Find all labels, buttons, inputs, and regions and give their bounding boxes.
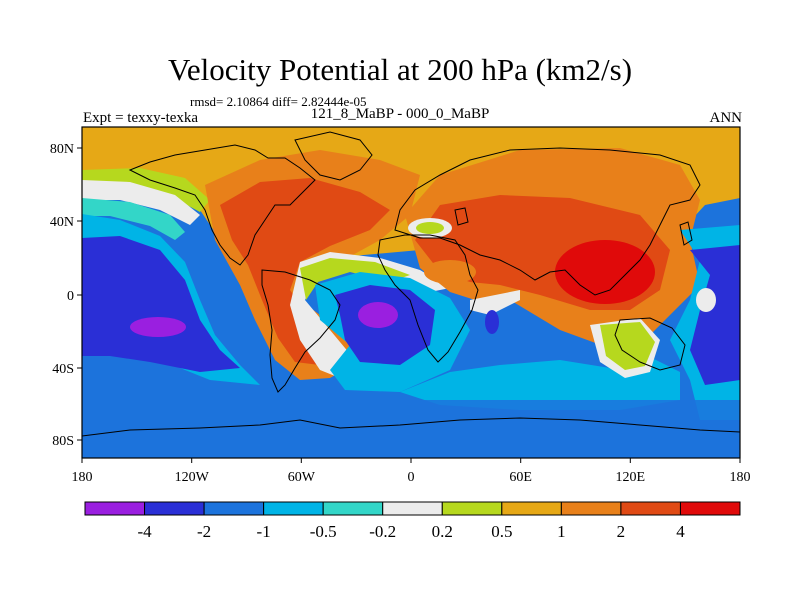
field-asia-max [555, 240, 655, 304]
colorbar-swatch [263, 501, 324, 516]
colorbar-level-label: 4 [676, 522, 685, 541]
colorbar-labels: -4 -2 -1 -0.5 -0.2 0.2 0.5 1 2 4 [137, 522, 685, 541]
colorbar-swatch [501, 501, 562, 516]
field-med-yellow [416, 222, 444, 234]
y-tick-80n: 80N [50, 142, 74, 157]
colorbar-level-label: -4 [137, 522, 152, 541]
coast-africa [377, 234, 479, 363]
case-label: 121_8_MaBP - 000_0_MaBP [310, 106, 490, 122]
x-tick-60e: 60E [509, 470, 532, 485]
field-indian-white [470, 290, 520, 315]
colorbar-swatch [203, 501, 265, 516]
field-americas-red [220, 178, 390, 365]
colorbar-level-label: -2 [197, 522, 211, 541]
field-wpacific-white [696, 288, 716, 312]
experiment-label: Expt = texxy-texka [83, 110, 199, 126]
colorbar-level-label: -0.2 [369, 522, 396, 541]
x-ticks [81, 458, 741, 463]
field-atlantic-min [358, 302, 398, 328]
colorbar-swatch [322, 501, 384, 516]
coast-australia [614, 317, 686, 371]
field-southern-ocean [82, 400, 740, 458]
contour-field [82, 127, 740, 458]
season-label: ANN [709, 110, 743, 126]
field-pacific-blue [82, 236, 240, 372]
x-tick-180e: 180 [730, 470, 751, 485]
x-tick-120e: 120E [616, 470, 646, 485]
y-tick-80s: 80S [52, 434, 74, 449]
coast-antarctica [82, 417, 740, 437]
x-tick-0: 0 [408, 470, 415, 485]
y-ticks [77, 147, 82, 441]
x-tick-120w: 120W [175, 470, 210, 485]
field-south-cyan [400, 352, 680, 410]
field-atlantic-yellow [300, 258, 410, 300]
y-tick-40n: 40N [50, 215, 74, 230]
colorbar-swatch [441, 501, 503, 516]
colorbar-level-label: 1 [557, 522, 566, 541]
coast-south-america [261, 269, 341, 393]
field-nw-white [82, 180, 200, 225]
colorbar-level-label: -1 [257, 522, 271, 541]
x-tick-180w: 180 [72, 470, 93, 485]
colorbar-level-label: 2 [617, 522, 626, 541]
colorbar [84, 501, 741, 516]
colorbar-swatch [84, 501, 146, 516]
field-nw-teal [82, 198, 185, 240]
field-arabia-orange [424, 260, 476, 284]
field-pacific-min [130, 317, 186, 337]
field-madagascar-blue [485, 310, 499, 334]
colorbar-level-label: -0.5 [310, 522, 337, 541]
x-tick-60w: 60W [288, 470, 316, 485]
colorbar-swatch [620, 501, 681, 516]
colorbar-swatch [679, 501, 741, 516]
colorbar-swatch [144, 501, 205, 516]
y-tick-40s: 40S [52, 362, 74, 377]
colorbar-level-label: 0.5 [491, 522, 512, 541]
coast-greenland [294, 131, 373, 181]
colorbar-swatch [382, 501, 443, 516]
field-wpacific-blue [690, 245, 740, 385]
coast-north-america [128, 144, 316, 266]
colorbar-level-label: 0.2 [432, 522, 453, 541]
stats-line: rmsd= 2.10864 diff= 2.82444e-05 [190, 94, 367, 109]
coast-eurasia [394, 147, 701, 296]
coast-caspian [454, 207, 469, 226]
coast-japan [679, 221, 693, 246]
field-australia-yellow [600, 322, 655, 370]
coastlines [82, 131, 740, 437]
chart-title: Velocity Potential at 200 hPa (km2/s) [167, 52, 633, 87]
y-tick-0: 0 [67, 289, 74, 304]
colorbar-swatch [560, 501, 622, 516]
